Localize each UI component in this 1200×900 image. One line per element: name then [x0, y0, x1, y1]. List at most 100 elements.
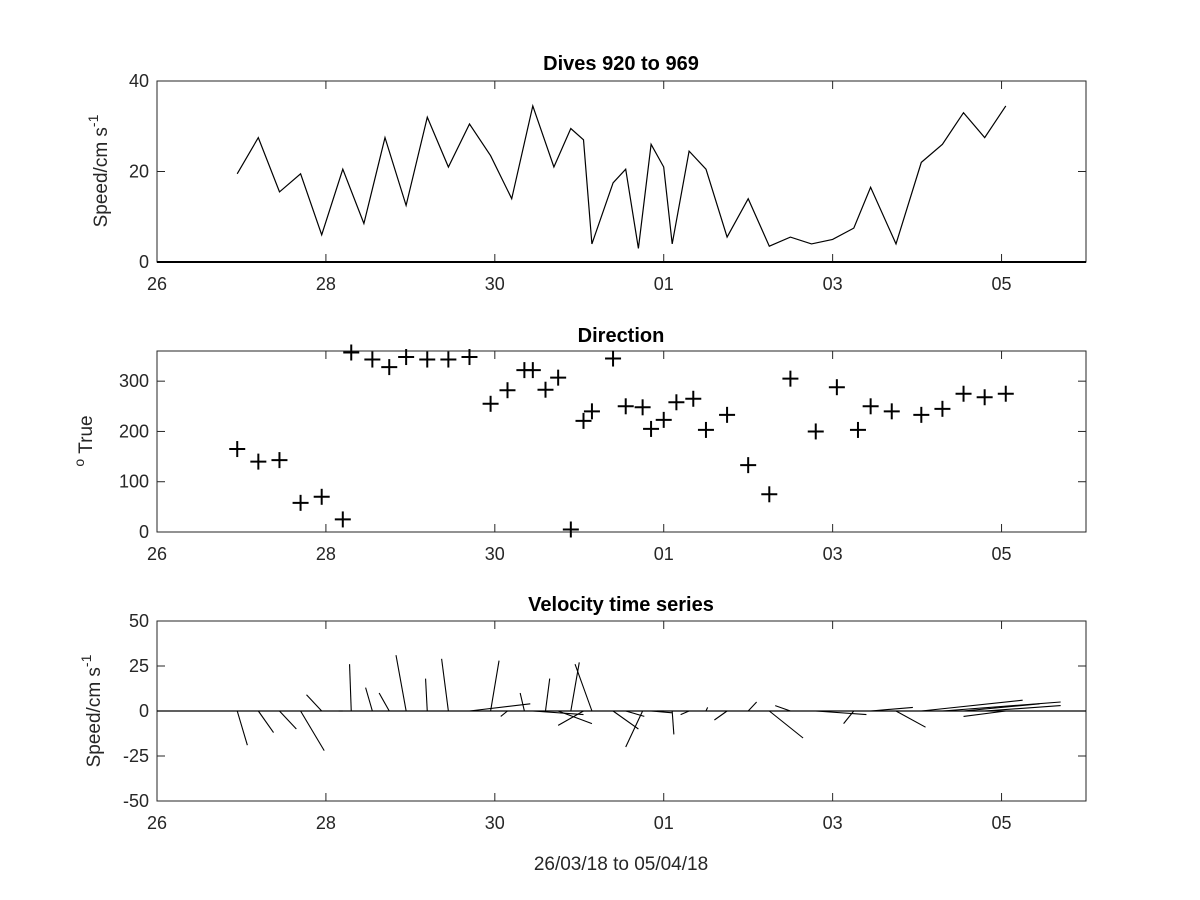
direction-point-marker	[634, 399, 651, 416]
direction-point-marker	[849, 421, 866, 438]
x-tick-label: 03	[823, 544, 843, 564]
velocity-stick	[365, 687, 373, 712]
direction-point-marker	[575, 412, 592, 429]
direction-point-marker	[537, 381, 554, 398]
direction-point-marker	[313, 488, 330, 505]
x-tick-label: 26	[147, 544, 167, 564]
velocity-ylabel-text: Speed/cm s	[84, 667, 105, 767]
direction-point-marker	[617, 398, 634, 415]
x-tick-label: 05	[992, 813, 1012, 833]
y-tick-label: 20	[129, 162, 149, 182]
velocity-stick	[895, 710, 926, 728]
velocity-stick	[625, 710, 644, 748]
velocity-stick	[671, 710, 675, 735]
velocity-stick	[680, 710, 690, 716]
direction-point-marker	[398, 349, 415, 366]
figure-xlabel: 26/03/18 to 05/04/18	[534, 854, 708, 875]
x-tick-label: 05	[992, 544, 1012, 564]
velocity-stick	[612, 710, 639, 730]
direction-point-marker	[976, 389, 993, 406]
direction-point-marker	[419, 351, 436, 368]
velocity-stick	[441, 658, 449, 712]
velocity-ylabel-superscript: -1	[78, 654, 94, 667]
direction-point-marker	[761, 486, 778, 503]
direction-panel-title: Direction	[578, 325, 665, 347]
x-tick-label: 26	[147, 813, 167, 833]
velocity-stick	[236, 710, 248, 746]
velocity-stick	[300, 710, 325, 751]
direction-point-marker	[381, 359, 398, 376]
y-tick-label: 40	[129, 71, 149, 91]
direction-point-marker	[955, 385, 972, 402]
velocity-stick	[843, 710, 855, 724]
speed-panel-title: Dives 920 to 969	[543, 53, 699, 75]
velocity-stick	[306, 694, 323, 712]
velocity-panel-title: Velocity time series	[528, 594, 714, 616]
plot-area-0	[156, 80, 1087, 263]
velocity-stick	[469, 703, 531, 712]
velocity-stick	[815, 710, 867, 716]
direction-point-marker	[364, 351, 381, 368]
velocity-stick	[625, 710, 645, 717]
speed-panel: Dives 920 to 969 Speed/cm s-1 26 28 30 01 03…	[85, 53, 1087, 294]
velocity-stick	[425, 678, 428, 712]
velocity-stick	[544, 678, 551, 712]
velocity-stick	[574, 664, 593, 712]
direction-panel: Direction o True 26 28 30 01 03 05 0 100 200 300	[71, 325, 1087, 564]
x-tick-label: 28	[316, 274, 336, 294]
velocity-stick	[257, 710, 274, 733]
direction-point-marker	[655, 411, 672, 428]
velocity-stick	[395, 655, 407, 712]
x-tick-label: 03	[823, 813, 843, 833]
velocity-stick	[714, 710, 728, 721]
direction-point-marker	[271, 452, 288, 469]
direction-point-marker	[334, 511, 351, 528]
direction-point-marker	[482, 395, 499, 412]
y-tick-label: 0	[139, 701, 149, 721]
direction-point-marker	[499, 382, 516, 399]
direction-point-marker	[292, 494, 309, 511]
direction-point-marker	[643, 420, 660, 437]
velocity-stick	[349, 664, 352, 712]
direction-point-marker	[782, 370, 799, 387]
speed-ylabel-superscript: -1	[85, 114, 101, 127]
y-tick-label: 100	[119, 472, 149, 492]
x-tick-label: 28	[316, 544, 336, 564]
direction-point-marker	[719, 406, 736, 423]
velocity-stick	[519, 692, 525, 712]
direction-point-marker	[461, 349, 478, 366]
direction-point-marker	[583, 403, 600, 420]
direction-panel-ylabel: o True	[71, 415, 97, 466]
velocity-panel-ylabel: Speed/cm s-1	[78, 654, 105, 767]
direction-point-marker	[229, 441, 246, 458]
x-tick-label: 26	[147, 274, 167, 294]
velocity-stick	[963, 703, 1040, 712]
velocity-stick	[490, 660, 500, 712]
direction-point-marker	[934, 400, 951, 417]
velocity-stick	[870, 706, 913, 712]
x-tick-label: 30	[485, 813, 505, 833]
velocity-stick	[532, 710, 584, 716]
direction-ylabel-text: True	[76, 415, 97, 453]
velocity-stick	[768, 710, 804, 739]
direction-point-marker	[740, 457, 757, 474]
y-tick-label: 200	[119, 421, 149, 441]
direction-point-marker	[913, 406, 930, 423]
x-tick-label: 01	[654, 274, 674, 294]
x-tick-label: 01	[654, 813, 674, 833]
velocity-stick	[747, 701, 758, 712]
velocity-stick	[651, 710, 673, 714]
velocity-stick	[963, 710, 1006, 717]
velocity-panel: Velocity time series Speed/cm s-1 26/03/…	[78, 594, 1087, 875]
velocity-stick	[378, 692, 390, 712]
direction-point-marker	[550, 369, 567, 386]
direction-point-marker	[997, 385, 1014, 402]
velocity-stick	[775, 705, 791, 712]
velocity-stick	[942, 701, 1061, 712]
x-tick-label: 28	[316, 813, 336, 833]
direction-point-marker	[440, 351, 457, 368]
velocity-stick	[557, 710, 593, 725]
speed-ylabel-text: Speed/cm s	[91, 127, 112, 227]
velocity-stick	[921, 699, 1023, 712]
